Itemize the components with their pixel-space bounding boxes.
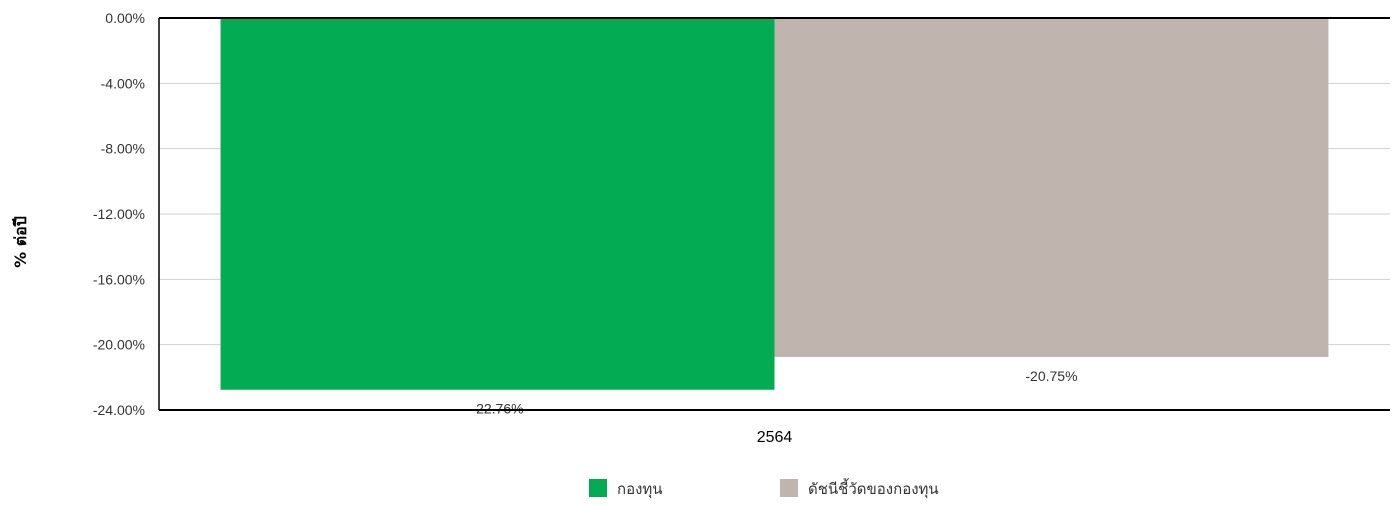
data-label: -20.75%	[1025, 368, 1077, 384]
bars	[220, 18, 1329, 390]
legend-item[interactable]: ดัชนีชี้วัดของกองทุน	[780, 478, 939, 499]
legend-item[interactable]: กองทุน	[589, 479, 663, 499]
legend: กองทุน ดัชนีชี้วัดของกองทุน	[589, 478, 939, 499]
x-category-label: 2564	[757, 429, 793, 446]
legend-label: กองทุน	[617, 480, 663, 499]
y-tick-label: -24.00%	[93, 402, 145, 418]
axes	[158, 17, 1390, 411]
y-tick-label: -4.00%	[101, 75, 145, 91]
y-tick-label: -8.00%	[101, 141, 145, 157]
data-label: -22.76%	[471, 401, 523, 417]
y-tick-label: -20.00%	[93, 337, 145, 353]
legend-swatch	[589, 479, 607, 497]
y-tick-label: -16.00%	[93, 271, 145, 287]
x-axis-category-labels: 2564	[757, 429, 793, 446]
y-tick-label: 0.00%	[105, 10, 145, 26]
legend-swatch	[780, 479, 798, 497]
bar-series-1	[774, 18, 1329, 357]
legend-label: ดัชนีชี้วัดของกองทุน	[808, 478, 939, 499]
bar-series-0	[220, 18, 775, 390]
y-axis-title: % ต่อปี	[11, 216, 30, 268]
y-axis-tick-labels: 0.00% -4.00% -8.00% -12.00% -16.00% -20.00% -2…	[93, 10, 145, 418]
data-labels: -22.76% -20.75%	[471, 368, 1077, 417]
y-tick-label: -12.00%	[93, 206, 145, 222]
